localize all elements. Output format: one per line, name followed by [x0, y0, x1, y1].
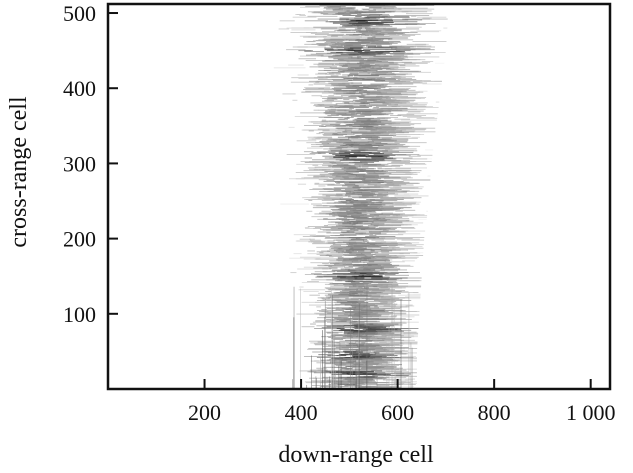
y-tick-label: 200	[63, 227, 96, 252]
y-tick-label: 100	[63, 302, 96, 327]
x-tick-label: 400	[285, 400, 318, 425]
y-axis-title: cross-range cell	[6, 96, 32, 248]
x-tick-label: 600	[381, 400, 414, 425]
axis-ticks: 200 400 600 800 1 000 100 200 300 400 500	[63, 1, 615, 425]
plot-frame	[106, 2, 612, 391]
y-tick-label: 500	[63, 1, 96, 26]
x-tick-label: 1 000	[566, 400, 616, 425]
x-tick-label: 200	[188, 400, 221, 425]
image-intensity-map	[273, 4, 448, 390]
x-axis-title: down-range cell	[278, 442, 434, 468]
y-tick-label: 400	[63, 76, 96, 101]
y-tick-label: 300	[63, 151, 96, 176]
x-tick-label: 800	[478, 400, 511, 425]
